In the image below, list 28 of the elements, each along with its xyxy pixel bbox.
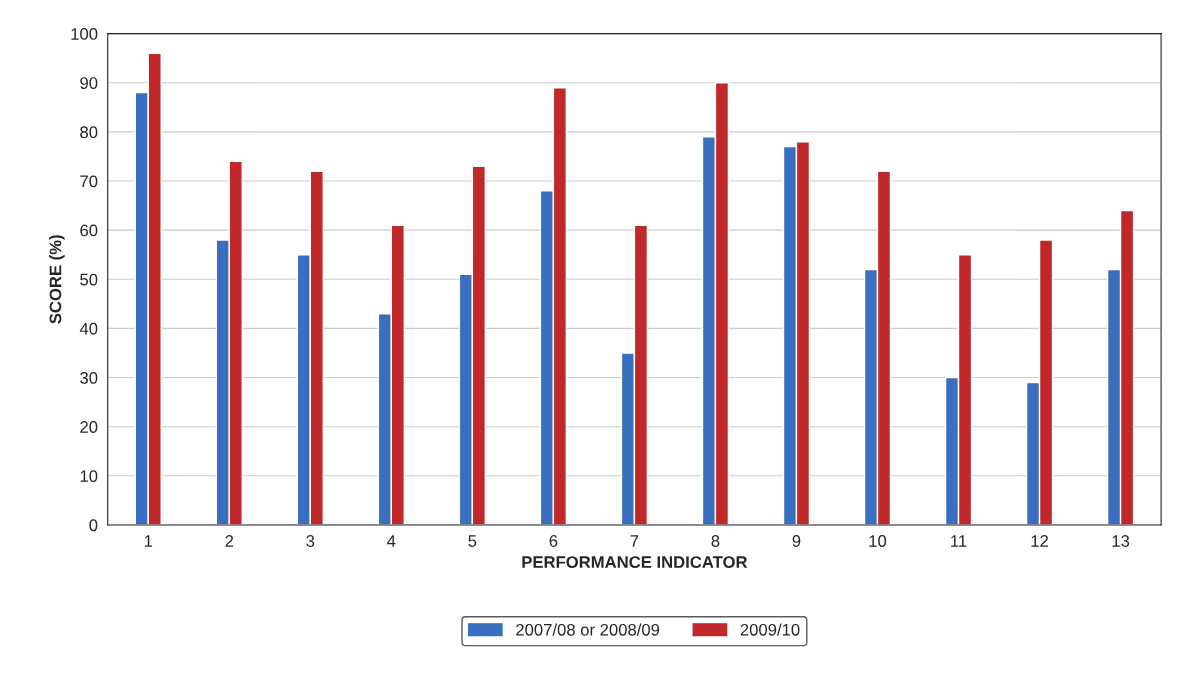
legend-label: 2009/10 <box>740 623 800 636</box>
x-tick-label: 4 <box>387 535 396 547</box>
x-tick-label: 12 <box>1031 535 1048 547</box>
y-tick-label: 100 <box>71 28 98 40</box>
legend-label: 2007/08 or 2008/09 <box>516 623 660 636</box>
y-tick-label: 20 <box>80 421 98 433</box>
x-tick-label: 6 <box>549 535 558 547</box>
x-tick-label: 11 <box>951 535 967 547</box>
x-axis-title: PERFORMANCE INDICATOR <box>522 556 748 568</box>
x-tick-label: 5 <box>468 535 477 547</box>
y-tick-label: 50 <box>80 273 98 286</box>
x-tick-label: 8 <box>711 535 720 547</box>
x-tick-label: 7 <box>630 535 639 547</box>
y-axis-title: SCORE (%) <box>49 235 65 324</box>
y-tick-label: 80 <box>80 126 98 139</box>
y-tick-label: 10 <box>80 470 98 483</box>
x-tick-label: 3 <box>306 535 315 547</box>
y-tick-label: 40 <box>79 322 98 335</box>
y-tick-label: 70 <box>80 175 98 188</box>
y-tick-label: 90 <box>80 77 98 89</box>
x-tick-label: 2 <box>225 535 234 547</box>
y-tick-label: 30 <box>80 371 98 384</box>
x-tick-label: 1 <box>144 535 153 547</box>
x-tick-label: 13 <box>1112 535 1130 547</box>
x-tick-label: 9 <box>792 535 801 547</box>
y-tick-label: 60 <box>80 224 98 237</box>
y-tick-label: 0 <box>89 519 98 532</box>
x-tick-label: 10 <box>869 535 887 547</box>
